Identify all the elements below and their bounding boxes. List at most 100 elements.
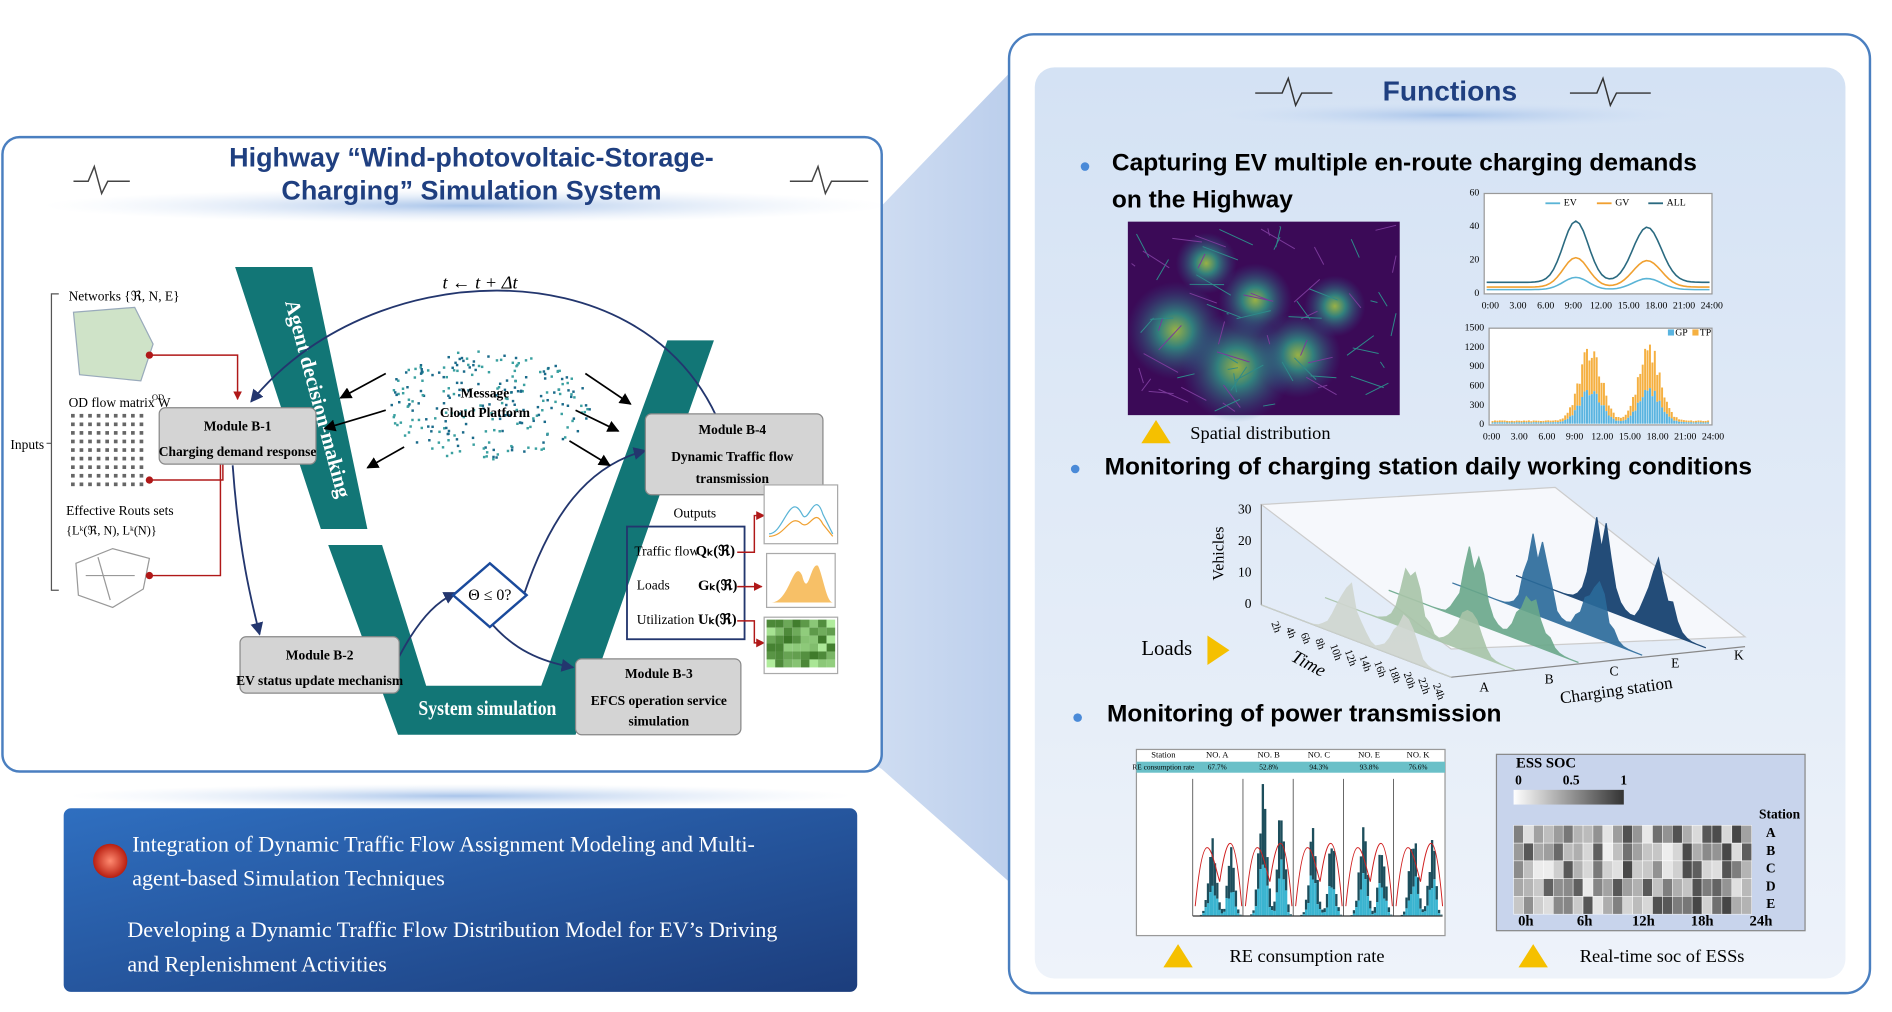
module-id: Module B-3 bbox=[625, 666, 693, 681]
bar-gp bbox=[1576, 405, 1579, 424]
ess-cell bbox=[1602, 842, 1614, 862]
cloud-dot bbox=[542, 399, 545, 403]
cloud-dot bbox=[450, 411, 453, 415]
re-bar bbox=[1239, 914, 1242, 916]
od-cell bbox=[105, 422, 109, 427]
od-cell bbox=[122, 439, 127, 444]
bar-tp bbox=[1590, 357, 1593, 395]
loop-arrow bbox=[250, 289, 718, 417]
bar-gp bbox=[1520, 422, 1523, 424]
re-bar bbox=[1409, 894, 1413, 916]
re-bar bbox=[1213, 863, 1217, 896]
ess-cell bbox=[1562, 896, 1574, 915]
bar-gp bbox=[1513, 422, 1516, 424]
spatial-road bbox=[1158, 388, 1189, 403]
re-bar bbox=[1362, 827, 1365, 874]
table-header: Station bbox=[1151, 750, 1176, 760]
ess-cell bbox=[1721, 842, 1733, 862]
spatial-road bbox=[1378, 291, 1388, 307]
re-bar bbox=[1426, 885, 1429, 906]
cloud-dot bbox=[430, 430, 433, 433]
re-bar bbox=[1332, 850, 1336, 890]
cloud-dot bbox=[462, 359, 465, 363]
re-bar bbox=[1264, 808, 1267, 868]
heat-cell bbox=[766, 659, 776, 668]
re-bar bbox=[1419, 898, 1422, 909]
bar-gp bbox=[1634, 410, 1637, 424]
od-cell bbox=[113, 465, 118, 470]
bar-tp bbox=[1564, 415, 1567, 420]
cloud-dot bbox=[511, 361, 515, 365]
cloud-dot bbox=[447, 432, 450, 436]
ess-cell bbox=[1711, 825, 1723, 844]
cloud-dot bbox=[480, 365, 484, 369]
cloud-dot bbox=[487, 370, 491, 374]
bar-gp bbox=[1624, 419, 1627, 424]
re-bar bbox=[1337, 907, 1340, 911]
cloud-dot bbox=[513, 386, 517, 389]
title-band bbox=[42, 188, 888, 223]
ess-cell bbox=[1681, 860, 1693, 879]
heat-cell bbox=[809, 643, 819, 652]
cloud-dot bbox=[406, 405, 410, 408]
cloud-dot bbox=[456, 351, 460, 355]
cloud-dot bbox=[420, 426, 424, 430]
bar-tp bbox=[1707, 420, 1710, 423]
cloud-dot bbox=[472, 443, 475, 446]
ess-cell bbox=[1543, 896, 1554, 915]
bar-tp bbox=[1665, 401, 1668, 414]
bar-tp bbox=[1491, 421, 1494, 423]
legend-label: TP bbox=[1700, 327, 1712, 338]
heat-cell bbox=[800, 635, 810, 644]
heat-cell bbox=[800, 619, 810, 628]
re-bar bbox=[1339, 914, 1343, 916]
od-cell bbox=[131, 473, 135, 478]
spatial-road bbox=[1365, 382, 1389, 396]
cloud-dot bbox=[505, 379, 509, 382]
cloud-dot bbox=[506, 411, 509, 414]
bar-tp bbox=[1496, 420, 1499, 423]
ess-cell bbox=[1602, 860, 1614, 879]
od-matrix-grid bbox=[71, 413, 144, 487]
cloud-dot bbox=[414, 367, 417, 371]
cloud-dot bbox=[447, 439, 450, 442]
bar-tp bbox=[1503, 420, 1506, 423]
ess-cell bbox=[1622, 896, 1633, 915]
cloud-dot bbox=[442, 366, 446, 369]
heat-cell bbox=[826, 627, 836, 636]
od-cell bbox=[113, 473, 118, 478]
od-cell bbox=[113, 456, 118, 461]
re-bar bbox=[1316, 879, 1319, 905]
legend-label: EV bbox=[1564, 198, 1577, 209]
od-cell bbox=[122, 448, 127, 452]
spatial-road bbox=[1296, 300, 1311, 320]
re-bar bbox=[1318, 908, 1322, 916]
bar-tp bbox=[1682, 420, 1685, 423]
feature-text: Integration of Dynamic Traffic Flow Assi… bbox=[132, 831, 755, 856]
ess-cell bbox=[1523, 896, 1534, 915]
ess-cell bbox=[1592, 896, 1604, 915]
cloud-dot bbox=[479, 404, 482, 407]
heat-cell bbox=[818, 619, 827, 628]
re-bar bbox=[1323, 908, 1326, 913]
cloud-dot bbox=[419, 389, 423, 393]
cloud-dot bbox=[454, 361, 457, 365]
cloud-label: Cloud Platform bbox=[440, 405, 530, 420]
cloud-dot bbox=[481, 404, 485, 407]
re-bar bbox=[1380, 855, 1384, 888]
bar-gp bbox=[1600, 405, 1603, 424]
re-bar bbox=[1284, 890, 1288, 916]
re-bar bbox=[1307, 885, 1310, 904]
re-bar bbox=[1437, 909, 1441, 914]
re-bar bbox=[1314, 856, 1317, 884]
re-bar bbox=[1423, 906, 1427, 912]
section-title: Capturing EV multiple en-route charging … bbox=[1112, 150, 1697, 177]
cloud-dot bbox=[560, 377, 564, 381]
bar-gp bbox=[1658, 400, 1661, 424]
ess-cell bbox=[1711, 842, 1723, 862]
cloud-dot bbox=[522, 383, 526, 387]
spatial-road bbox=[1202, 246, 1239, 261]
re-bar bbox=[1275, 892, 1278, 916]
re-bar bbox=[1405, 897, 1408, 909]
